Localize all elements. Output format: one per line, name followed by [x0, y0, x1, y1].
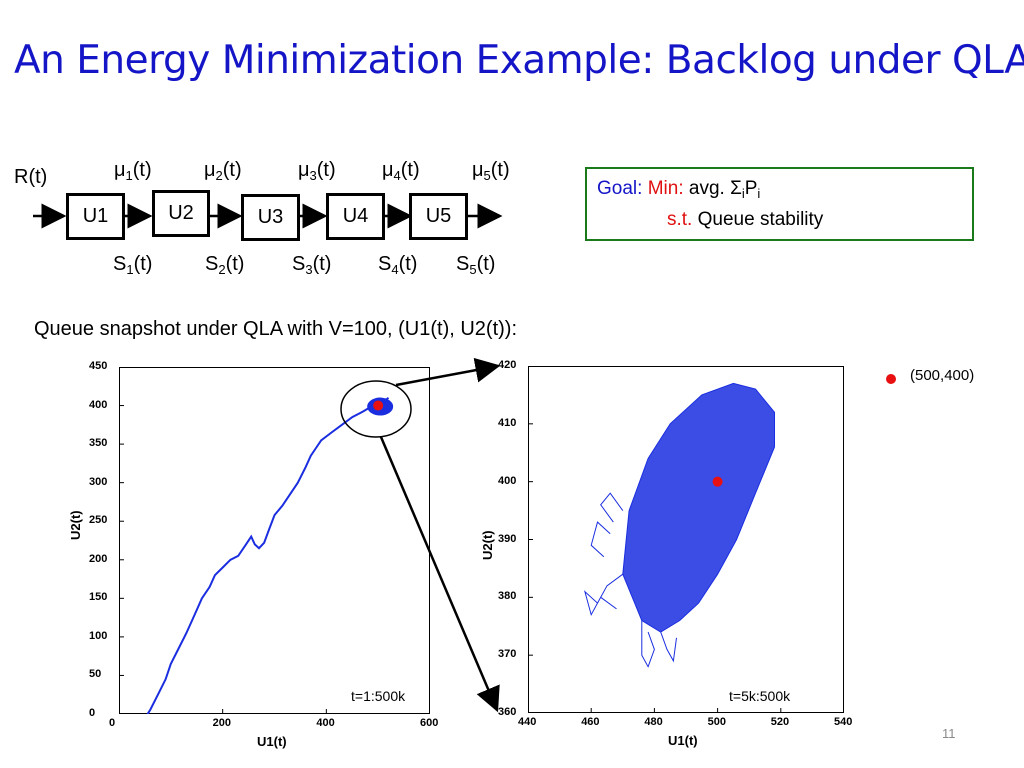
- diagram-arrows: [33, 203, 503, 229]
- s-label-3: S3(t): [292, 253, 332, 277]
- right-tail: [583, 573, 624, 617]
- input-rate-label: R(t): [14, 166, 48, 188]
- left-ytick-label: 300: [89, 475, 108, 488]
- plot-right-xlabel: U1(t): [668, 733, 698, 748]
- left-target-point: [373, 400, 384, 411]
- right-xtick-label: 440: [518, 716, 537, 728]
- right-xtick-label: 460: [581, 716, 600, 728]
- mu-label-3: μ3(t): [298, 159, 336, 183]
- left-xtick-label: 400: [316, 717, 335, 729]
- right-ytick-label: 370: [498, 648, 517, 661]
- unit-u1: U1: [66, 193, 125, 240]
- s-label-4: S4(t): [378, 253, 418, 277]
- constraint-text: Queue stability: [697, 209, 824, 230]
- right-tail: [641, 620, 655, 668]
- unit-u3: U3: [241, 194, 300, 241]
- unit-u5: U5: [409, 193, 468, 240]
- left-ytick-label: 450: [89, 360, 108, 372]
- zoom-circle: [340, 380, 412, 438]
- legend-marker: [886, 374, 896, 384]
- s-label-1: S1(t): [113, 253, 153, 277]
- right-ytick-label: 400: [498, 474, 517, 487]
- plot-left: [119, 367, 430, 714]
- left-ytick-label: 100: [89, 629, 108, 642]
- mu-label-4: μ4(t): [382, 159, 420, 183]
- left-ytick-label: 400: [89, 398, 108, 411]
- s-label-5: S5(t): [456, 253, 496, 277]
- right-ytick-label: 360: [498, 706, 517, 718]
- left-ytick-label: 50: [89, 668, 102, 681]
- zoom-arrow-top: [395, 357, 501, 387]
- right-ytick-label: 390: [498, 532, 517, 545]
- mu-label-2: μ2(t): [204, 159, 242, 183]
- goal-label: Goal:: [597, 178, 643, 199]
- left-xtick-label: 600: [420, 717, 439, 729]
- constraint-line: s.t. Queue stability: [667, 209, 823, 231]
- right-backlog-tails: [583, 492, 677, 668]
- right-tail: [600, 492, 624, 523]
- right-xtick-label: 540: [834, 716, 853, 728]
- zoom-arrow-bottom: [379, 436, 500, 713]
- unit-u4: U4: [326, 193, 385, 240]
- left-backlog-trajectory: [146, 396, 390, 714]
- right-xtick-label: 480: [644, 716, 663, 728]
- unit-u2: U2: [152, 190, 210, 237]
- goal-line: Goal: Min: avg. ΣiPi: [597, 178, 760, 201]
- right-xtick-label: 520: [770, 716, 790, 728]
- plot-right: [528, 366, 844, 713]
- right-target-point: [712, 476, 723, 487]
- right-xtick-label: 500: [707, 716, 726, 728]
- left-ytick-label: 350: [89, 437, 108, 450]
- plot-left-time-label: t=1:500k: [351, 688, 406, 704]
- right-tail: [660, 631, 677, 663]
- left-ytick-label: 200: [89, 552, 108, 565]
- legend-text: (500,400): [910, 367, 975, 384]
- plot-left-xlabel: U1(t): [257, 734, 287, 749]
- objective: avg. ΣiPi: [688, 178, 761, 201]
- left-ytick-label: 150: [89, 591, 108, 604]
- goal-box: Goal: Min: avg. ΣiPi s.t. Queue stabilit…: [585, 167, 974, 241]
- right-backlog-cluster: [622, 382, 775, 633]
- right-ytick-label: 410: [498, 416, 517, 429]
- slide-number: 11: [942, 726, 956, 741]
- min-label: Min:: [647, 178, 684, 199]
- right-tail: [590, 521, 611, 558]
- plot-right-time-label: t=5k:500k: [729, 688, 791, 704]
- left-xtick-label: 0: [109, 717, 116, 729]
- s-label-2: S2(t): [205, 253, 245, 277]
- slide-title: An Energy Minimization Example: Backlog …: [14, 38, 1024, 83]
- right-ytick-label: 420: [498, 359, 517, 371]
- mu-label-1: μ1(t): [114, 159, 152, 183]
- right-ytick-label: 380: [498, 590, 517, 603]
- left-ytick-label: 250: [89, 514, 108, 527]
- left-ytick-label: 0: [89, 707, 96, 719]
- st-label: s.t.: [667, 209, 693, 230]
- plot-left-frame: [119, 367, 430, 714]
- mu-label-5: μ5(t): [472, 159, 510, 183]
- left-xtick-label: 200: [212, 717, 232, 729]
- snapshot-caption: Queue snapshot under QLA with V=100, (U1…: [34, 318, 518, 340]
